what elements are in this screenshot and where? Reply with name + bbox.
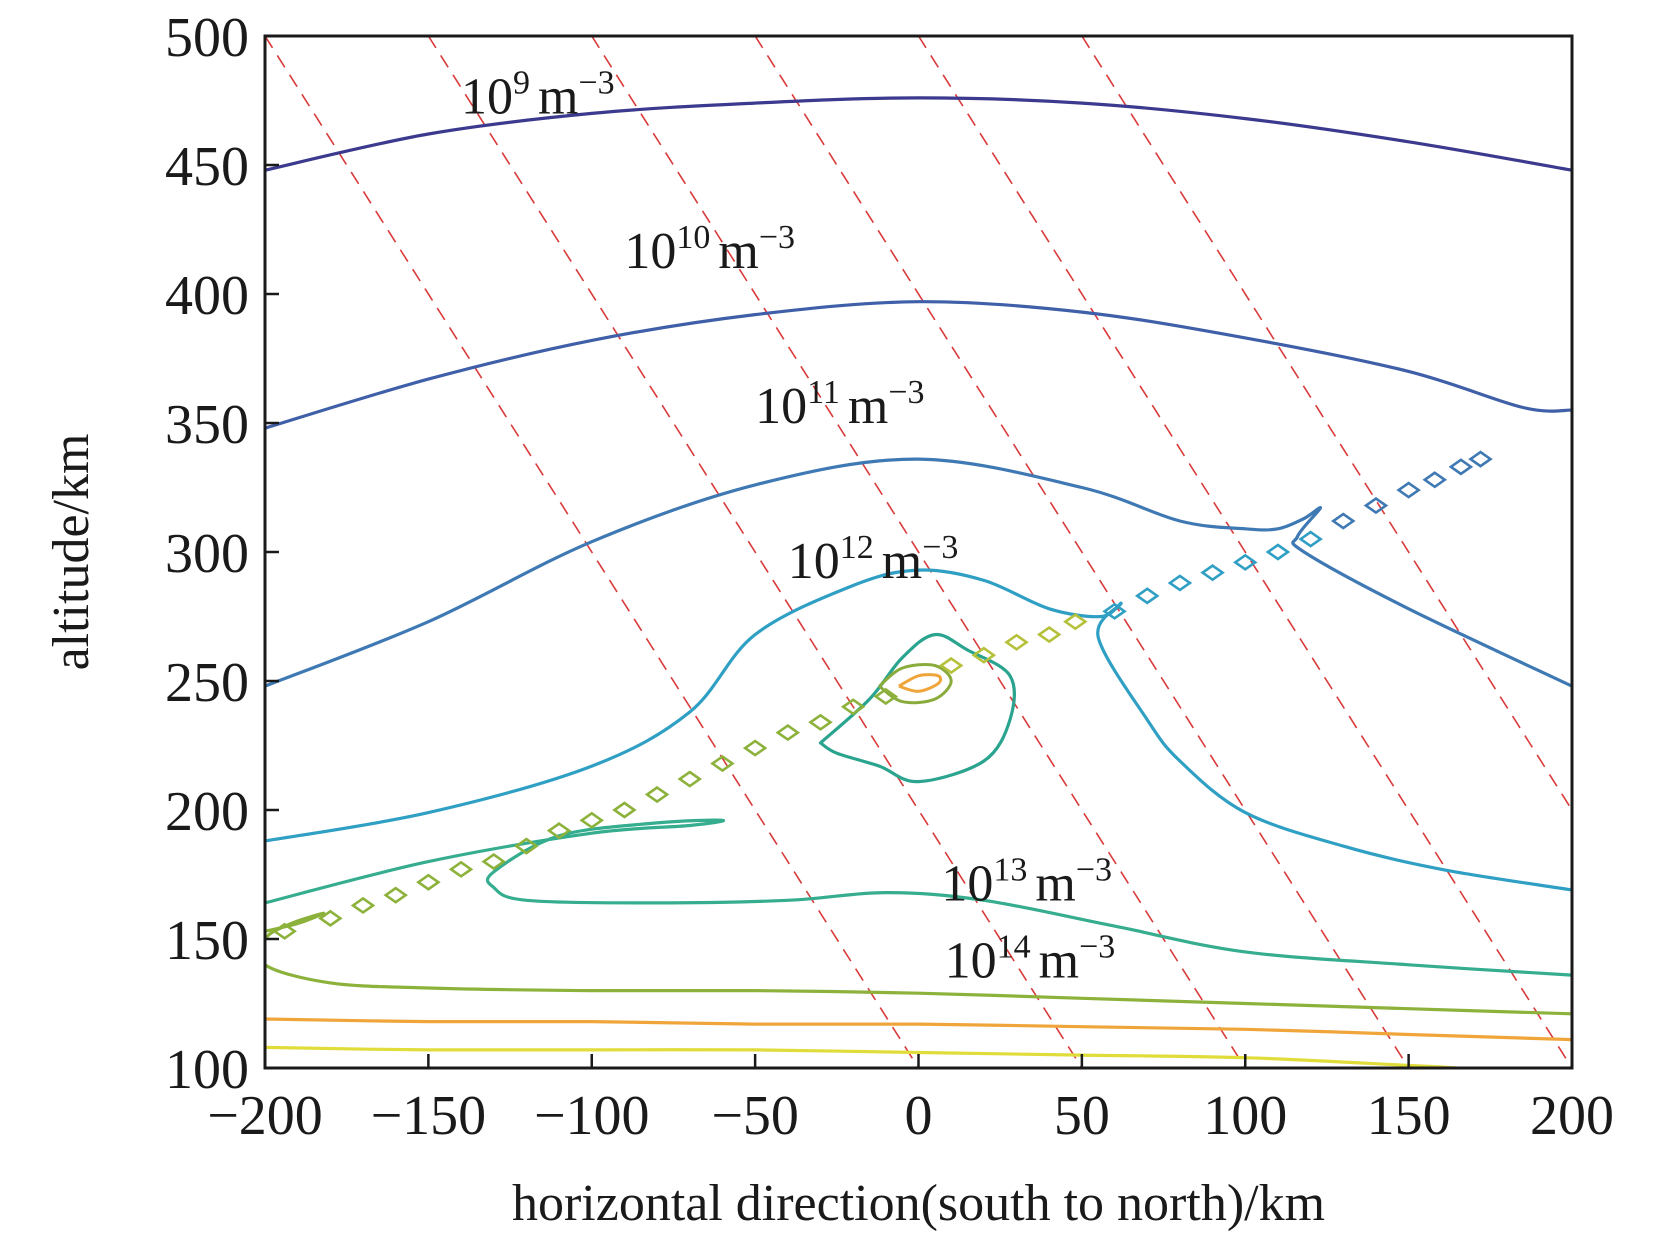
diamond-marker-2-0 (1102, 602, 1127, 620)
contour-line-c14 (265, 911, 1572, 1016)
diamond-marker-0-12 (677, 770, 703, 788)
diamond-marker-1-4 (1063, 613, 1088, 631)
contour-label-c10: 1010 m−3 (624, 219, 795, 280)
field-line-3 (591, 36, 1246, 1068)
x-tick-label-4: 0 (905, 1085, 933, 1147)
diamond-marker-0-11 (644, 785, 670, 804)
tick-labels-group: −200 −150 −100 −50 0 50 100 150 200 100 150 200 250 3… (165, 7, 1614, 1147)
field-lines-group (265, 36, 1572, 1068)
diamond-marker-0-14 (742, 739, 768, 757)
diamond-marker-0-2 (350, 896, 376, 915)
contour-label-c11: 1011 m−3 (755, 374, 924, 435)
diamond-marker-0-17 (840, 698, 866, 716)
diamond-marker-0-13 (710, 754, 735, 773)
contour-line-c12 (265, 568, 1572, 892)
field-line-2 (427, 36, 1083, 1068)
x-tick-label-2: −100 (534, 1085, 650, 1147)
y-tick-label-2: 200 (165, 781, 249, 843)
diamond-marker-1-1 (971, 646, 997, 664)
contour-line-c9 (265, 96, 1572, 172)
diamond-marker-0-0 (272, 922, 297, 940)
diamond-marker-2-2 (1167, 574, 1193, 592)
contour-line-c16 (265, 1045, 1460, 1068)
field-line-5 (917, 36, 1572, 1068)
contour-line-c15 (265, 1017, 1572, 1042)
field-line-6 (1081, 36, 1572, 811)
x-tick-label-3: −50 (711, 1085, 799, 1147)
contours-group (265, 96, 1572, 1068)
diamond-marker-2-4 (1232, 553, 1258, 571)
diamond-marker-2-6 (1298, 530, 1323, 548)
diamond-marker-3-4 (1448, 458, 1474, 476)
diamond-marker-0-4 (416, 873, 441, 891)
diamond-marker-1-2 (1004, 633, 1029, 651)
inner-contour-core-green (878, 663, 953, 705)
y-axis-title: altitude/km (43, 434, 100, 671)
diamond-marker-1-0 (938, 656, 964, 675)
x-tick-label-1: −150 (371, 1085, 487, 1147)
contour-label-c9: 109 m−3 (461, 64, 615, 125)
contour-line-c13b (265, 818, 1572, 977)
diamond-marker-0-5 (448, 860, 474, 878)
diamond-marker-0-3 (383, 886, 408, 904)
y-tick-label-6: 400 (165, 265, 249, 327)
diamond-marker-0-16 (808, 713, 833, 731)
y-tick-label-1: 150 (165, 910, 249, 972)
y-tick-label-5: 350 (165, 394, 249, 456)
contour-labels-group: 109 m−3 1010 m−3 1011 m−3 1012 m−3 1013 m−3 1014 m−… (461, 64, 1115, 989)
diamond-marker-0-1 (318, 909, 343, 927)
y-tick-label-3: 250 (165, 652, 249, 714)
diamond-marker-1-3 (1036, 625, 1062, 644)
contour-label-c13: 1013 m−3 (941, 851, 1112, 912)
contour-line-c13a (818, 632, 1016, 784)
x-tick-label-5: 50 (1054, 1085, 1110, 1147)
y-tick-label-4: 300 (165, 523, 249, 585)
diamond-marker-0-15 (775, 724, 801, 742)
diamond-marker-3-2 (1396, 481, 1421, 499)
field-line-1 (265, 36, 920, 1068)
contour-line-c10 (265, 300, 1572, 430)
diamond-marker-0-6 (481, 853, 506, 871)
diamond-marker-0-9 (579, 811, 605, 829)
diamond-marker-3-5 (1468, 450, 1493, 468)
contour-line-c11 (265, 457, 1572, 688)
x-tick-label-7: 150 (1367, 1085, 1451, 1147)
y-tick-label-7: 450 (165, 136, 249, 198)
diamond-marker-2-1 (1134, 587, 1160, 605)
x-tick-label-8: 200 (1530, 1085, 1614, 1147)
diamond-marker-2-5 (1265, 543, 1291, 561)
diamond-marker-2-3 (1200, 564, 1225, 582)
contour-label-c12: 1012 m−3 (788, 529, 959, 590)
diamond-marker-3-0 (1331, 512, 1356, 530)
diamond-marker-3-3 (1422, 471, 1448, 489)
x-axis-title: horizontal direction(south to north)/km (512, 1175, 1325, 1232)
diamond-marker-0-18 (873, 687, 899, 706)
field-line-4 (754, 36, 1410, 1068)
diamond-marker-0-8 (546, 822, 572, 840)
inner-contour-core-orange (898, 673, 943, 693)
diamond-marker-0-10 (612, 801, 637, 819)
y-tick-label-8: 500 (165, 7, 249, 69)
diamond-marker-0-7 (514, 837, 539, 855)
diamond-markers-group (272, 450, 1493, 940)
x-tick-label-6: 100 (1203, 1085, 1287, 1147)
ticks-group (263, 34, 1574, 1070)
contour-label-c14: 1014 m−3 (945, 929, 1116, 990)
y-tick-label-0: 100 (165, 1039, 249, 1101)
x-tick-label-0: −200 (207, 1085, 323, 1147)
diamond-marker-3-1 (1363, 496, 1389, 515)
